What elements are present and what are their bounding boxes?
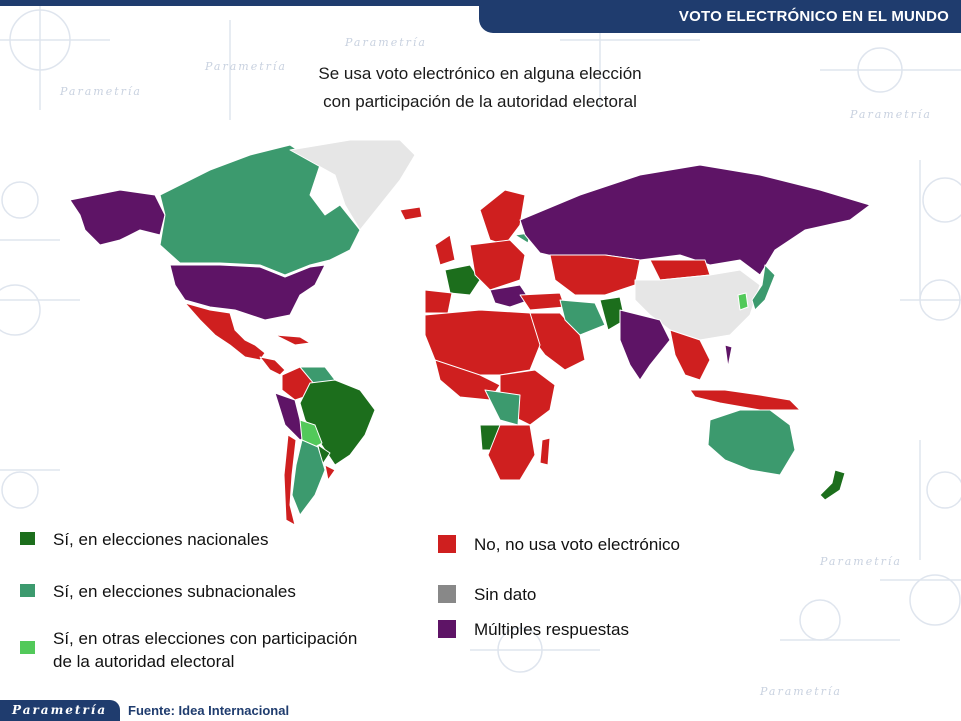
legend-swatch-multiple [438,620,456,638]
region-new-zealand [819,469,846,501]
region-chile [283,434,297,526]
legend-label-multiple: Múltiples respuestas [474,620,629,639]
legend-label-other-line-1: Sí, en otras elecciones con participació… [53,629,358,648]
region-uk [434,234,456,266]
region-central-america [259,356,286,376]
legend-item-other: Sí, en otras elecciones con participació… [20,627,357,673]
legend-label-national: Sí, en elecciones nacionales [53,530,269,549]
legend-label-other: Sí, en otras elecciones con participació… [53,627,357,673]
brand-logo: Parametría [0,700,120,721]
region-madagascar [539,437,551,466]
region-drc [484,389,521,426]
legend-label-no-data: Sin dato [474,585,537,604]
region-usa [169,264,326,321]
legend-swatch-national [20,532,35,545]
subtitle-line-1: Se usa voto electrónico en alguna elecci… [318,64,642,83]
world-map [69,139,871,526]
region-brazil [299,379,376,466]
map-subtitle: Se usa voto electrónico en alguna elecci… [240,60,720,116]
legend-item-no: No, no usa voto electrónico [438,533,680,556]
legend-item-no-data: Sin dato [438,583,536,606]
legend-swatch-no [438,535,456,553]
region-turkey [519,292,566,311]
watermark-text: Parametría [205,60,287,73]
region-southeast-asia [669,329,711,381]
subtitle-line-2: con participación de la autoridad electo… [323,92,637,111]
source-note: Fuente: Idea Internacional [128,703,290,718]
watermark-text: Parametría [820,555,902,568]
region-korea [737,292,749,311]
region-india [619,309,671,381]
header-tab: VOTO ELECTRÓNICO EN EL MUNDO [479,0,961,33]
region-central-asia [549,254,641,296]
legend-item-national: Sí, en elecciones nacionales [20,528,268,551]
region-iberia [424,289,453,314]
region-australia [707,409,796,476]
region-scandinavia [479,189,526,246]
region-iran [559,299,606,336]
region-china [634,269,761,341]
legend-swatch-subnational [20,584,35,597]
region-central-europe [469,239,526,291]
region-southern-africa [487,424,536,481]
region-mexico [184,302,266,361]
page-title: VOTO ELECTRÓNICO EN EL MUNDO [678,8,949,25]
region-caribbean [274,334,311,346]
region-greenland [289,139,416,231]
region-alaska [69,189,166,246]
watermark-text: Parametría [760,685,842,698]
region-philippines [724,344,733,368]
legend-swatch-no-data [438,585,456,603]
region-balkans [489,284,531,308]
legend-label-subnational: Sí, en elecciones subnacionales [53,582,296,601]
watermark-text: Parametría [345,36,427,49]
region-indonesia [689,389,801,411]
region-uruguay [324,464,336,481]
region-argentina [291,439,326,516]
watermark-text: Parametría [60,85,142,98]
region-canada [159,144,361,276]
region-france [444,264,481,296]
region-iceland [399,206,423,221]
watermark-text: Parametría [850,108,932,121]
legend-item-multiple: Múltiples respuestas [438,618,629,641]
legend-item-subnational: Sí, en elecciones subnacionales [20,580,296,603]
region-japan [751,264,776,311]
legend-label-other-line-2: de la autoridad electoral [53,652,235,671]
legend-swatch-other [20,641,35,654]
legend-label-no: No, no usa voto electrónico [474,535,681,554]
